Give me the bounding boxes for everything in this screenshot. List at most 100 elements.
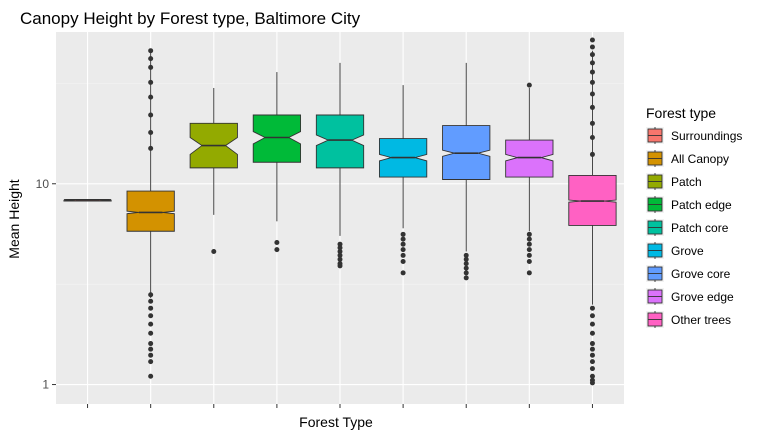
outlier-point bbox=[148, 64, 154, 70]
outlier-point bbox=[274, 247, 280, 253]
outlier-point bbox=[148, 94, 154, 100]
legend-label: Grove edge bbox=[671, 290, 734, 304]
outlier-point bbox=[337, 263, 343, 269]
legend-label: Patch bbox=[671, 175, 702, 189]
outlier-point bbox=[526, 231, 532, 237]
legend-item: Grove bbox=[646, 242, 704, 259]
outlier-point bbox=[589, 79, 595, 85]
outlier-point bbox=[148, 313, 154, 319]
outlier-point bbox=[148, 145, 154, 151]
x-axis-label: Forest Type bbox=[299, 414, 373, 430]
box-patch-core bbox=[315, 62, 365, 269]
outlier-point bbox=[526, 259, 532, 265]
outlier-point bbox=[148, 48, 154, 54]
box-patch-edge bbox=[252, 72, 302, 253]
y-axis-label: Mean Height bbox=[6, 179, 22, 258]
outlier-point bbox=[526, 270, 532, 276]
outlier-point bbox=[589, 321, 595, 327]
box-body bbox=[252, 114, 302, 163]
outlier-point bbox=[526, 236, 532, 242]
outlier-point bbox=[400, 241, 406, 247]
legend-title: Forest type bbox=[646, 105, 716, 121]
outlier-point bbox=[211, 248, 217, 254]
outlier-point bbox=[589, 352, 595, 358]
outlier-point bbox=[148, 346, 154, 352]
legend-label: Other trees bbox=[671, 313, 731, 327]
outlier-point bbox=[589, 366, 595, 372]
outlier-point bbox=[589, 151, 595, 157]
legend-item: Surroundings bbox=[646, 127, 742, 144]
legend-item: Grove core bbox=[646, 265, 731, 282]
outlier-point bbox=[589, 52, 595, 58]
outlier-point bbox=[400, 270, 406, 276]
outlier-point bbox=[589, 313, 595, 319]
outlier-point bbox=[589, 346, 595, 352]
outlier-point bbox=[463, 252, 469, 258]
outlier-point bbox=[148, 298, 154, 304]
legend-item: Grove edge bbox=[646, 288, 734, 305]
outlier-point bbox=[274, 239, 280, 245]
outlier-point bbox=[589, 373, 595, 379]
outlier-point bbox=[589, 37, 595, 43]
y-tick-label: 10 bbox=[36, 177, 50, 191]
y-tick-label: 1 bbox=[42, 378, 49, 392]
outlier-point bbox=[463, 261, 469, 267]
legend-item: Patch core bbox=[646, 219, 729, 236]
boxes bbox=[63, 37, 617, 386]
legend-label: Patch edge bbox=[671, 198, 732, 212]
outlier-point bbox=[526, 82, 532, 88]
outlier-point bbox=[337, 241, 343, 247]
outlier-point bbox=[148, 79, 154, 85]
box-other-trees bbox=[568, 37, 617, 386]
outlier-point bbox=[148, 112, 154, 118]
legend-label: Surroundings bbox=[671, 129, 742, 143]
outlier-point bbox=[589, 305, 595, 311]
legend-label: Grove core bbox=[671, 267, 731, 281]
outlier-point bbox=[589, 104, 595, 110]
outlier-point bbox=[148, 56, 154, 62]
outlier-point bbox=[589, 60, 595, 66]
outlier-point bbox=[589, 120, 595, 126]
outlier-point bbox=[589, 134, 595, 140]
outlier-point bbox=[526, 247, 532, 253]
outlier-point bbox=[148, 373, 154, 379]
outlier-point bbox=[148, 341, 154, 347]
box-surroundings bbox=[63, 199, 112, 202]
outlier-point bbox=[148, 130, 154, 136]
outlier-point bbox=[463, 270, 469, 276]
outlier-point bbox=[148, 292, 154, 298]
outlier-point bbox=[526, 241, 532, 247]
box-grove-edge bbox=[505, 82, 554, 276]
box-grove-core bbox=[442, 62, 491, 281]
outlier-point bbox=[589, 341, 595, 347]
axes: 1 10 bbox=[36, 177, 593, 408]
chart-title: Canopy Height by Forest type, Baltimore … bbox=[20, 9, 361, 28]
legend-label: All Canopy bbox=[671, 152, 729, 166]
outlier-point bbox=[463, 275, 469, 281]
outlier-point bbox=[463, 265, 469, 271]
outlier-point bbox=[337, 252, 343, 258]
outlier-point bbox=[337, 245, 343, 251]
outlier-point bbox=[148, 321, 154, 327]
box-body bbox=[315, 114, 365, 169]
box-body bbox=[126, 190, 175, 232]
outlier-point bbox=[148, 352, 154, 358]
outlier-point bbox=[400, 231, 406, 237]
outlier-point bbox=[148, 359, 154, 365]
outlier-point bbox=[589, 69, 595, 75]
outlier-point bbox=[526, 252, 532, 258]
outlier-point bbox=[589, 330, 595, 336]
outlier-point bbox=[337, 256, 343, 262]
outlier-point bbox=[589, 44, 595, 50]
outlier-point bbox=[148, 330, 154, 336]
outlier-point bbox=[463, 256, 469, 262]
box-grove bbox=[378, 85, 428, 276]
legend-label: Grove bbox=[671, 244, 704, 258]
legend-item: Other trees bbox=[646, 311, 731, 328]
legend-item: Patch edge bbox=[646, 196, 732, 213]
outlier-point bbox=[400, 236, 406, 242]
outlier-point bbox=[400, 247, 406, 253]
legend-item: All Canopy bbox=[646, 150, 729, 167]
legend-label: Patch core bbox=[671, 221, 729, 235]
